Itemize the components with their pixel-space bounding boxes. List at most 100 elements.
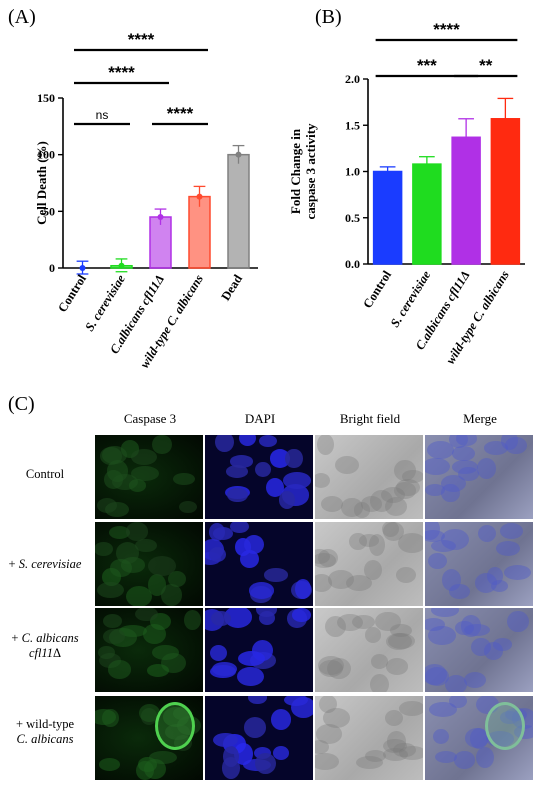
cell-nucleus	[285, 448, 303, 469]
row-label-s-cerevisiae: + S. cerevisiae	[0, 557, 90, 572]
cell-nucleus	[152, 435, 172, 455]
cell-nucleus	[270, 709, 291, 731]
cell-nucleus	[430, 608, 459, 617]
cell-nucleus	[364, 750, 386, 763]
cell-nucleus	[326, 657, 351, 680]
cell-nucleus	[125, 522, 149, 541]
cell-nucleus	[503, 565, 532, 581]
cell-nucleus	[441, 483, 460, 503]
cell-nucleus	[95, 709, 116, 725]
micrograph-dapi	[205, 696, 313, 780]
cell-nucleus	[393, 742, 416, 758]
significance-label: ***	[417, 56, 437, 75]
cell-nucleus	[425, 663, 448, 685]
cell-nucleus	[389, 623, 413, 638]
cell-nucleus	[319, 696, 337, 713]
cell-nucleus	[322, 707, 350, 728]
row-label-prefix: +	[11, 631, 22, 645]
cell-nucleus	[464, 623, 490, 636]
cell-nucleus	[103, 614, 123, 629]
cell-nucleus	[247, 696, 267, 705]
y-axis-label: Fold Change in	[288, 128, 303, 214]
micrograph-caspase	[95, 435, 203, 519]
cell-nucleus	[396, 479, 420, 497]
cell-nucleus	[381, 486, 405, 503]
cell-nucleus	[222, 745, 240, 768]
cell-nucleus	[168, 570, 186, 587]
cell-nucleus	[495, 541, 520, 557]
cell-nucleus	[215, 435, 234, 453]
cell-nucleus	[254, 752, 276, 775]
y-tick-label: 2.0	[345, 72, 360, 86]
cell-nucleus	[452, 459, 478, 474]
cell-nucleus	[475, 746, 494, 769]
cell-nucleus	[385, 658, 409, 675]
significance-label: ns	[96, 108, 109, 122]
cell-nucleus	[109, 559, 132, 578]
cell-nucleus	[315, 724, 343, 745]
cell-nucleus	[382, 522, 404, 542]
cell-nucleus	[360, 496, 383, 512]
cell-nucleus	[388, 633, 416, 650]
y-tick-label: 0.5	[345, 211, 360, 225]
cell-nucleus	[435, 751, 457, 764]
cell-nucleus	[461, 615, 481, 637]
cell-nucleus	[506, 610, 529, 633]
cell-nucleus	[237, 650, 266, 667]
cell-nucleus	[381, 522, 399, 538]
cell-nucleus	[173, 472, 196, 486]
cell-nucleus	[477, 524, 497, 543]
cell-nucleus	[428, 625, 456, 646]
y-tick-label: 1.5	[345, 118, 360, 132]
cell-nucleus	[452, 446, 475, 461]
cell-nucleus	[427, 441, 454, 459]
micrograph-merge	[425, 608, 533, 692]
cell-nucleus	[146, 664, 169, 677]
y-tick-label: 150	[37, 91, 55, 105]
cell-nucleus	[368, 534, 385, 557]
x-tick-label: Control	[360, 268, 394, 311]
x-tick-label: S. cerevisiae	[388, 268, 434, 330]
cell-nucleus	[375, 611, 401, 632]
cell-nucleus	[294, 578, 311, 600]
cell-nucleus	[213, 733, 238, 748]
cell-nucleus	[152, 644, 179, 661]
data-point	[79, 265, 86, 271]
micrograph-dapi	[205, 608, 313, 692]
cell-nucleus	[179, 500, 198, 514]
cell-nucleus	[386, 731, 406, 752]
apoptotic-cell-highlight	[155, 702, 195, 750]
row-label-prefix: +	[8, 557, 19, 571]
cell-nucleus	[398, 746, 423, 761]
cell-nucleus	[425, 483, 445, 497]
cell-nucleus	[425, 617, 445, 632]
cell-nucleus	[445, 675, 467, 692]
cell-nucleus	[243, 716, 267, 738]
cell-nucleus	[425, 529, 445, 542]
cell-nucleus	[208, 546, 227, 562]
cell-nucleus	[131, 465, 159, 481]
data-point	[235, 151, 242, 158]
cell-nucleus	[278, 491, 295, 509]
cell-nucleus	[454, 751, 475, 769]
micrograph-bright	[315, 696, 423, 780]
y-tick-label: 0.0	[345, 257, 360, 271]
cell-nucleus	[486, 567, 504, 585]
column-header-merge: Merge	[463, 411, 497, 426]
chart-b-caspase3: 0.0 0.5 1.0 1.5 2.0 Fold Change in caspase 3 a…	[288, 20, 525, 367]
cell-nucleus	[398, 532, 423, 553]
cell-nucleus	[483, 441, 508, 455]
data-point	[196, 193, 203, 200]
micrograph-bright	[315, 608, 423, 692]
cell-nucleus	[394, 459, 416, 482]
panel-c-microscopy-grid: (C) Caspase 3 DAPI Bright field Merge Co…	[0, 393, 550, 793]
y-axis-label: Cell Death (%)	[34, 141, 49, 225]
cell-nucleus	[448, 584, 470, 599]
row-label-species: S. cerevisiae	[18, 557, 82, 571]
bar	[188, 195, 211, 269]
cell-nucleus	[505, 436, 527, 455]
y-tick-label: 0	[49, 261, 55, 275]
significance-label: **	[479, 56, 493, 75]
cell-nucleus	[315, 740, 330, 755]
cell-nucleus	[363, 559, 383, 580]
